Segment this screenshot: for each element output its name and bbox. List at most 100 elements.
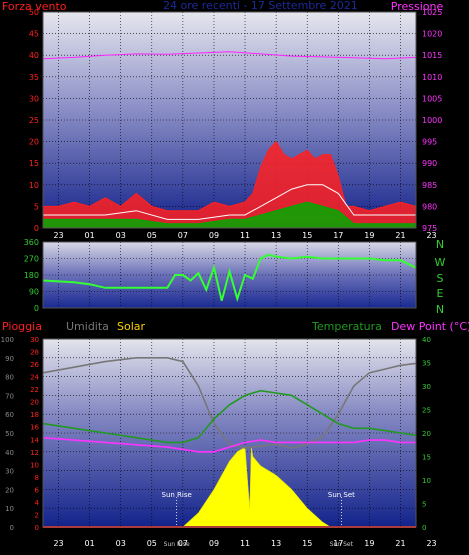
rain-tick-label: 14 <box>30 436 39 444</box>
rain-tick-label: 10 <box>30 461 39 469</box>
pressure-tick-label: 995 <box>422 138 437 147</box>
rain-axis-label: Pioggia <box>2 320 42 333</box>
humidity-axis-label: Umidita <box>66 320 109 333</box>
humidity-tick-label: 50 <box>5 430 14 438</box>
direction-tick-label: 360 <box>24 238 39 247</box>
rain-tick-label: 28 <box>30 349 39 357</box>
wind-tick-label: 0 <box>34 224 39 233</box>
rain-tick-label: 4 <box>35 499 40 507</box>
sun-axis-label: Sun Rise <box>164 541 190 548</box>
rain-tick-label: 22 <box>30 386 39 394</box>
x-tick-label: 13 <box>271 539 281 548</box>
temperature-tick-label: 30 <box>422 383 431 391</box>
humidity-tick-label: 20 <box>5 486 14 494</box>
series-humidity-line <box>42 356 417 449</box>
series-dewpoint-line <box>42 436 416 453</box>
wind-axis-label: Forza vento <box>2 0 67 13</box>
pressure-tick-label: 990 <box>422 159 437 168</box>
plot-frame <box>42 11 417 229</box>
pressure-tick-label: 985 <box>422 181 437 190</box>
plot-frame <box>42 241 417 309</box>
climate-axes: 0102030405060708090100024681012141618202… <box>1 336 437 548</box>
wind-pressure-series <box>42 51 417 229</box>
pressure-tick-label: 975 <box>422 224 437 233</box>
x-tick-label: 19 <box>364 231 374 240</box>
x-tick-label: 23 <box>426 539 436 548</box>
x-tick-label: 13 <box>271 231 281 240</box>
x-tick-label: 17 <box>333 539 343 548</box>
wind-tick-label: 15 <box>29 159 39 168</box>
x-tick-label: 11 <box>240 231 250 240</box>
humidity-tick-label: 70 <box>5 392 14 400</box>
pressure-tick-label: 1000 <box>422 116 442 125</box>
direction-tick-label: 90 <box>29 288 39 297</box>
temperature-tick-label: 35 <box>422 360 431 368</box>
x-tick-label: 23 <box>53 539 63 548</box>
x-tick-label: 05 <box>147 539 157 548</box>
wind-tick-label: 45 <box>29 30 39 39</box>
direction-tick-label: 180 <box>24 271 39 280</box>
series-avg-area <box>42 201 417 229</box>
rain-tick-label: 12 <box>30 449 39 457</box>
rain-tick-label: 6 <box>35 486 40 494</box>
x-tick-label: 17 <box>333 231 343 240</box>
compass-s: S <box>437 272 444 285</box>
wind-tick-label: 50 <box>29 8 39 17</box>
rain-tick-label: 20 <box>30 399 39 407</box>
x-tick-label: 23 <box>426 231 436 240</box>
compass-e: E <box>437 287 444 300</box>
x-tick-label: 09 <box>209 231 219 240</box>
rain-tick-label: 24 <box>30 374 39 382</box>
pressure-tick-label: 980 <box>422 202 437 211</box>
wind-tick-label: 25 <box>29 116 39 125</box>
wind-tick-label: 5 <box>34 202 39 211</box>
pressure-tick-label: 1015 <box>422 51 442 60</box>
direction-tick-label: 0 <box>34 304 39 313</box>
sun-marker-label: Sun Rise <box>162 491 192 499</box>
wind-tick-label: 40 <box>29 51 39 60</box>
humidity-tick-label: 100 <box>1 336 14 344</box>
sun-axis-label: Sun Set <box>330 541 354 548</box>
x-tick-label: 01 <box>85 231 95 240</box>
wind-direction-axes: 0 90 180 270 360 <box>24 238 417 313</box>
x-tick-label: 15 <box>302 231 312 240</box>
x-tick-label: 07 <box>178 539 188 548</box>
rain-tick-label: 18 <box>30 411 39 419</box>
x-tick-label: 21 <box>395 231 405 240</box>
solar-axis-label: Solar <box>117 320 146 333</box>
x-tick-label: 15 <box>302 539 312 548</box>
humidity-tick-label: 10 <box>5 505 14 513</box>
humidity-tick-label: 40 <box>5 449 14 457</box>
chart-title: 24 ore recenti - 17 Settembre 2021 <box>163 0 358 12</box>
x-tick-label: 23 <box>53 231 63 240</box>
sun-marker-label: Sun Set <box>328 491 355 499</box>
compass-w: W <box>435 256 446 269</box>
x-tick-label: 03 <box>116 539 126 548</box>
compass-n-bottom: N <box>436 303 444 316</box>
temperature-tick-label: 5 <box>422 501 426 509</box>
wind-tick-label: 10 <box>29 181 39 190</box>
series-pressure-line <box>42 51 417 60</box>
rain-tick-label: 26 <box>30 361 39 369</box>
temperature-axis-label: Temperatura <box>311 320 382 333</box>
dewpoint-axis-label: Dew Point (°C) <box>391 320 469 333</box>
series-temperature-line <box>42 389 417 444</box>
x-tick-label: 01 <box>85 539 95 548</box>
humidity-tick-label: 90 <box>5 355 14 363</box>
pressure-tick-label: 1025 <box>422 8 442 17</box>
pressure-tick-label: 1010 <box>422 73 442 82</box>
temperature-tick-label: 25 <box>422 407 431 415</box>
wind-direction-series <box>42 253 417 303</box>
series-gust-line <box>43 184 416 220</box>
compass-n-top: N <box>436 238 444 251</box>
wind-tick-label: 35 <box>29 73 39 82</box>
x-tick-label: 19 <box>364 539 374 548</box>
direction-tick-label: 270 <box>24 255 39 264</box>
x-tick-label: 05 <box>147 231 157 240</box>
temperature-tick-label: 10 <box>422 477 431 485</box>
pressure-tick-label: 1005 <box>422 94 442 103</box>
wind-pressure-axes: 0510152025303540455097598098599099510001… <box>29 8 443 240</box>
humidity-tick-label: 30 <box>5 468 14 476</box>
